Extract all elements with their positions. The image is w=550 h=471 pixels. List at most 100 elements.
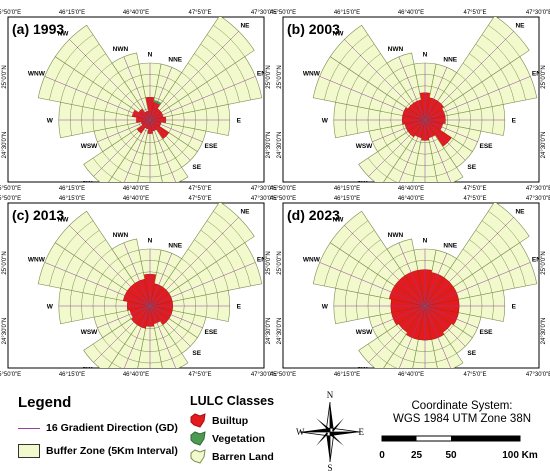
direction-label-ese: ESE xyxy=(479,329,493,336)
direction-label-n: N xyxy=(148,238,153,245)
rose-group: NNNENEENEEESESESSESSSWSWWSWWWNWNWNWN xyxy=(28,203,271,385)
top-tick-label: 46°15'0"E xyxy=(59,10,85,16)
right-tick-label: 25°0'0"N xyxy=(541,65,547,88)
direction-label-wsw: WSW xyxy=(81,329,98,336)
direction-label-wsw: WSW xyxy=(81,143,98,150)
gradient-line-nwn xyxy=(123,242,151,307)
top-tick-label: 46°40'0"E xyxy=(123,196,149,202)
gradient-line-ssw xyxy=(124,305,151,368)
direction-label-ne: NE xyxy=(240,23,250,30)
buffer-ring-s-35km xyxy=(409,384,440,385)
gradient-line-se xyxy=(424,119,466,161)
direction-label-ese: ESE xyxy=(204,329,218,336)
top-tick-label: 46°40'0"E xyxy=(398,10,424,16)
compass-e: E xyxy=(359,427,365,437)
top-tick-label: 46°40'0"E xyxy=(123,10,149,16)
direction-label-nwn: NWN xyxy=(113,232,129,239)
gradient-line-nwn xyxy=(398,242,426,307)
compass-w: W xyxy=(296,427,305,437)
bottom-tick-label: 46°15'0"E xyxy=(334,372,360,378)
gradient-line-nw xyxy=(344,225,426,307)
top-tick-label: 46°40'0"E xyxy=(398,196,424,202)
gradient-line-sw xyxy=(93,119,151,177)
lulc-barren-label: Barren Land xyxy=(212,450,274,463)
gradient-line-nne xyxy=(149,67,173,121)
builtup-sector-nwn xyxy=(413,99,426,121)
map-panel-3: NNNENEENEEESESESSESSSWSWWSWWWNWNWNWN(c) … xyxy=(0,196,277,385)
top-tick-label: 47°5'0"E xyxy=(188,10,211,16)
gradient-line-wsw xyxy=(372,119,426,143)
direction-label-w: W xyxy=(47,304,54,311)
left-tick-label: 24°30'0"N xyxy=(2,132,8,159)
builtup-sector-nwn xyxy=(144,110,151,121)
direction-label-sse: SSE xyxy=(173,375,187,382)
lulc-vegetation-row: Vegetation xyxy=(190,431,265,446)
direction-label-w: W xyxy=(322,118,329,125)
panel-title: (b) 2003 xyxy=(287,21,340,37)
gradient-line-ene xyxy=(424,76,531,121)
scale-tick-50: 50 xyxy=(445,450,457,461)
gradient-line-sse xyxy=(424,119,451,182)
left-tick-label: 25°0'0"N xyxy=(277,251,283,274)
legend-gd-row: 16 Gradient Direction (GD) xyxy=(18,422,178,434)
direction-label-sw: SW xyxy=(357,180,368,187)
lulc-builtup-row: Builtup xyxy=(190,413,248,428)
compass-s: S xyxy=(327,463,332,471)
top-tick-label: 46°15'0"E xyxy=(59,196,85,202)
direction-label-sse: SSE xyxy=(173,189,187,196)
top-tick-label: 47°30'0"E xyxy=(251,10,277,16)
bottom-tick-label: 45°50'0"E xyxy=(270,372,296,378)
gradient-line-ene xyxy=(149,262,256,307)
direction-label-w: W xyxy=(47,118,54,125)
direction-label-ene: ENE xyxy=(257,70,271,77)
right-tick-label: 25°0'0"N xyxy=(541,251,547,274)
gradient-line-nw xyxy=(69,225,151,307)
bottom-tick-label: 47°5'0"E xyxy=(463,372,486,378)
direction-label-ene: ENE xyxy=(257,256,271,263)
bottom-tick-label: 47°30'0"E xyxy=(251,372,277,378)
gradient-line-wnw xyxy=(319,262,426,307)
left-tick-label: 25°0'0"N xyxy=(2,251,8,274)
buffer-ring-s-35km xyxy=(134,384,165,385)
bottom-tick-label: 47°5'0"E xyxy=(188,372,211,378)
barren-swatch xyxy=(190,449,206,464)
coordinate-system: Coordinate System: WGS 1984 UTM Zone 38N xyxy=(378,400,546,426)
top-tick-label: 47°30'0"E xyxy=(251,196,277,202)
bottom-tick-label: 46°40'0"E xyxy=(123,186,149,192)
direction-label-wnw: WNW xyxy=(28,70,46,77)
direction-label-ese: ESE xyxy=(204,143,218,150)
gradient-line-nw xyxy=(344,39,426,121)
scale-bar: 0 25 50 100 Km xyxy=(379,435,538,461)
map-panel-2: NNNENEENEEESESESSESSSWSWWSWWWNWNWNWN(b) … xyxy=(270,10,550,192)
left-tick-label: 24°30'0"N xyxy=(277,132,283,159)
coordinate-system-line2: WGS 1984 UTM Zone 38N xyxy=(392,413,532,425)
bottom-tick-label: 45°50'0"E xyxy=(0,186,21,192)
panel-title: (a) 1993 xyxy=(12,21,64,37)
direction-label-ene: ENE xyxy=(532,256,546,263)
gradient-line-sse xyxy=(149,305,176,368)
direction-label-nwn: NWN xyxy=(388,46,404,53)
left-tick-label: 24°30'0"N xyxy=(2,318,8,345)
panel-title: (c) 2013 xyxy=(12,207,64,223)
scale-tick-100: 100 Km xyxy=(502,450,538,461)
bottom-tick-label: 45°50'0"E xyxy=(270,186,296,192)
direction-label-nw: NW xyxy=(58,31,70,38)
coordinate-system-line1: Coordinate System: xyxy=(411,400,513,412)
right-tick-label: 24°30'0"N xyxy=(266,132,272,159)
bottom-tick-label: 47°5'0"E xyxy=(463,186,486,192)
buffer-sector-nwn xyxy=(111,52,151,121)
direction-label-ene: ENE xyxy=(532,70,546,77)
gradient-line-ene xyxy=(149,76,256,121)
bottom-tick-label: 46°15'0"E xyxy=(59,372,85,378)
lulc-vegetation-label: Vegetation xyxy=(212,432,266,445)
rose-group: NNNENEENEEESESESSESSSWSWWSWWWNWNWNWN xyxy=(28,17,271,196)
direction-label-sw: SW xyxy=(82,180,93,187)
gd-line-swatch xyxy=(18,427,40,429)
bottom-tick-label: 46°15'0"E xyxy=(334,186,360,192)
top-tick-label: 46°15'0"E xyxy=(334,10,360,16)
gradient-line-ssw xyxy=(399,305,426,368)
scale-tick-25: 25 xyxy=(411,450,423,461)
compass-n: N xyxy=(327,390,334,400)
gradient-line-nne xyxy=(149,253,173,307)
direction-label-se: SE xyxy=(467,164,476,171)
